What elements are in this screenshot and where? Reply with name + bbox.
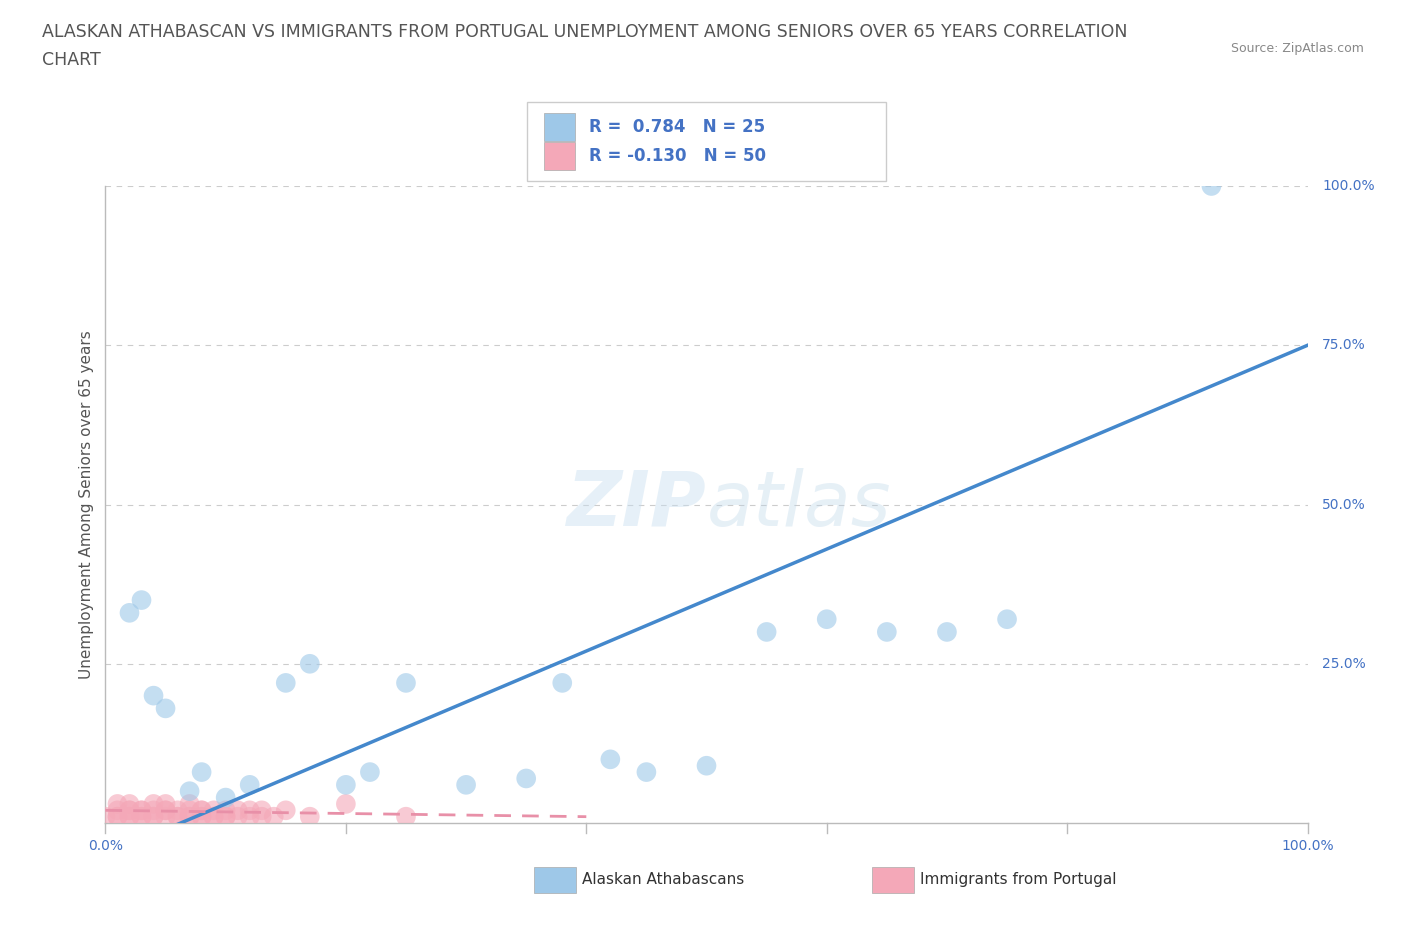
Point xyxy=(515,771,537,786)
Point xyxy=(179,796,201,811)
Text: Immigrants from Portugal: Immigrants from Portugal xyxy=(920,872,1116,887)
Text: Source: ZipAtlas.com: Source: ZipAtlas.com xyxy=(1230,42,1364,55)
Point xyxy=(179,809,201,824)
Point xyxy=(155,701,177,716)
Point xyxy=(118,809,141,824)
Point xyxy=(118,803,141,817)
Y-axis label: Unemployment Among Seniors over 65 years: Unemployment Among Seniors over 65 years xyxy=(79,330,94,679)
Point xyxy=(599,751,621,766)
Point xyxy=(274,675,297,690)
Point xyxy=(815,612,838,627)
Point xyxy=(335,796,357,811)
Point xyxy=(179,809,201,824)
Point xyxy=(155,803,177,817)
Point xyxy=(118,605,141,620)
Point xyxy=(179,803,201,817)
Point xyxy=(226,809,249,824)
Point xyxy=(755,625,778,640)
Point xyxy=(107,809,129,824)
Text: 75.0%: 75.0% xyxy=(1322,339,1365,352)
Point xyxy=(142,809,165,824)
Point xyxy=(239,777,262,792)
Point xyxy=(1201,179,1223,193)
Point xyxy=(155,809,177,824)
Point xyxy=(226,803,249,817)
Point xyxy=(359,764,381,779)
Point xyxy=(155,803,177,817)
Point xyxy=(250,803,273,817)
Point xyxy=(239,803,262,817)
Point xyxy=(335,777,357,792)
Point xyxy=(131,592,153,607)
Point xyxy=(142,796,165,811)
Text: 50.0%: 50.0% xyxy=(1322,498,1365,512)
Text: R = -0.130   N = 50: R = -0.130 N = 50 xyxy=(589,147,766,166)
Point xyxy=(190,809,212,824)
Point xyxy=(190,809,212,824)
Point xyxy=(202,809,225,824)
Point xyxy=(214,809,236,824)
Point xyxy=(250,809,273,824)
Point xyxy=(118,796,141,811)
Text: R =  0.784   N = 25: R = 0.784 N = 25 xyxy=(589,118,765,137)
Point xyxy=(118,803,141,817)
Point xyxy=(274,803,297,817)
Text: ZIP: ZIP xyxy=(567,468,707,541)
Point xyxy=(142,809,165,824)
Text: 100.0%: 100.0% xyxy=(1281,839,1334,853)
Point xyxy=(166,803,188,817)
Point xyxy=(179,784,201,799)
Point xyxy=(166,809,188,824)
Point xyxy=(131,803,153,817)
Text: 0.0%: 0.0% xyxy=(89,839,122,853)
Point xyxy=(239,809,262,824)
Point xyxy=(298,657,321,671)
Point xyxy=(131,809,153,824)
Point xyxy=(107,803,129,817)
Text: 25.0%: 25.0% xyxy=(1322,657,1365,671)
Point xyxy=(263,809,285,824)
Point xyxy=(454,777,477,792)
Text: Alaskan Athabascans: Alaskan Athabascans xyxy=(582,872,744,887)
Point xyxy=(214,809,236,824)
Point xyxy=(636,764,658,779)
Point xyxy=(696,758,718,773)
Point xyxy=(131,803,153,817)
Point xyxy=(395,675,418,690)
Point xyxy=(118,809,141,824)
Point xyxy=(142,803,165,817)
Point xyxy=(202,809,225,824)
Point xyxy=(214,803,236,817)
Point xyxy=(131,809,153,824)
Point xyxy=(190,803,212,817)
Point xyxy=(107,809,129,824)
Point xyxy=(995,612,1018,627)
Point xyxy=(94,809,117,824)
Point xyxy=(166,809,188,824)
Text: 100.0%: 100.0% xyxy=(1322,179,1375,193)
Point xyxy=(107,796,129,811)
Text: atlas: atlas xyxy=(707,468,891,541)
Text: ALASKAN ATHABASCAN VS IMMIGRANTS FROM PORTUGAL UNEMPLOYMENT AMONG SENIORS OVER 6: ALASKAN ATHABASCAN VS IMMIGRANTS FROM PO… xyxy=(42,23,1128,41)
Point xyxy=(551,675,574,690)
Point xyxy=(190,803,212,817)
Point xyxy=(202,803,225,817)
Point xyxy=(395,809,418,824)
Point xyxy=(142,688,165,703)
Point xyxy=(214,790,236,805)
Point xyxy=(155,796,177,811)
Point xyxy=(190,764,212,779)
Point xyxy=(298,809,321,824)
Point xyxy=(876,625,898,640)
Text: CHART: CHART xyxy=(42,51,101,69)
Point xyxy=(936,625,959,640)
